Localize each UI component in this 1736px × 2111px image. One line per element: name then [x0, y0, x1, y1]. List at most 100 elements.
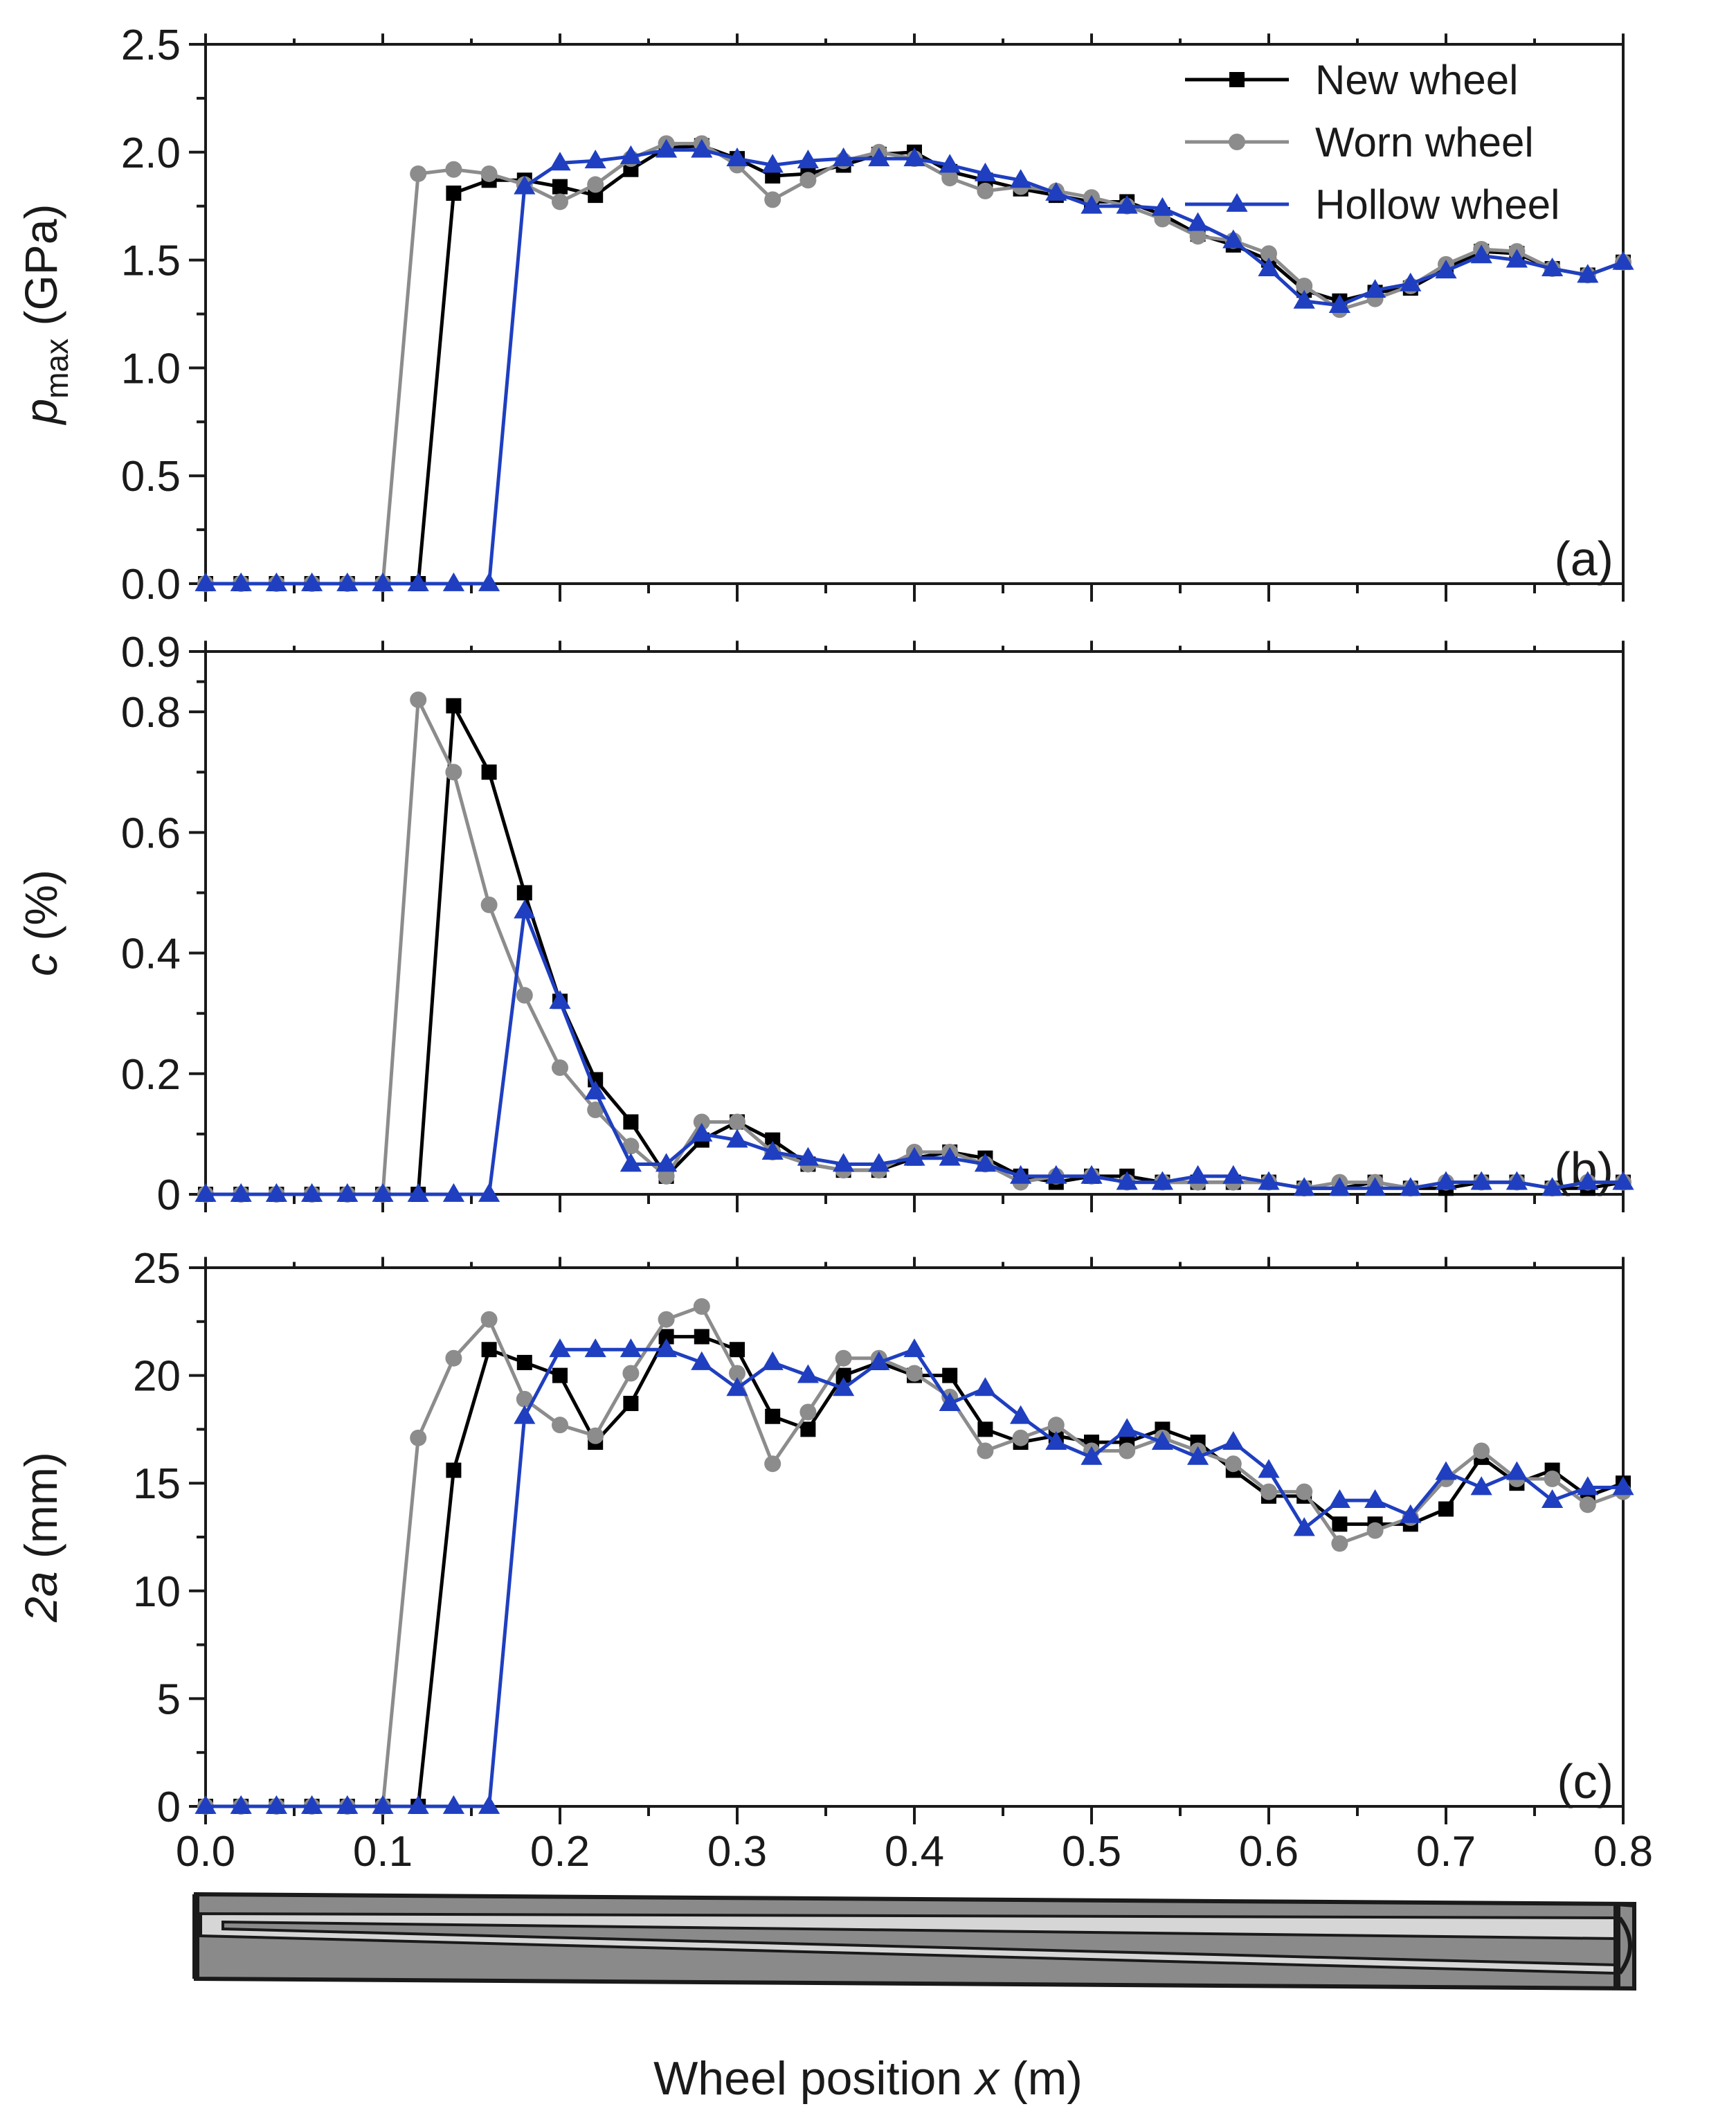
- data-point: [446, 186, 462, 201]
- data-point: [1258, 1459, 1280, 1478]
- data-point: [868, 1351, 890, 1370]
- series-triangle: [195, 138, 1634, 591]
- data-point: [1222, 229, 1245, 249]
- data-point: [942, 1367, 958, 1383]
- y-tick-label: 20: [133, 1353, 181, 1401]
- data-point: [693, 1113, 710, 1131]
- data-point: [977, 182, 994, 199]
- data-point: [584, 1338, 606, 1358]
- data-point: [301, 1183, 323, 1202]
- data-point: [765, 1132, 781, 1148]
- data-point: [1328, 294, 1350, 313]
- data-point: [726, 1377, 748, 1396]
- data-point: [516, 1354, 532, 1370]
- data-point: [903, 147, 925, 167]
- data-point: [694, 1329, 709, 1345]
- data-point: [1579, 1496, 1596, 1513]
- data-point: [761, 1140, 784, 1160]
- data-point: [868, 147, 890, 167]
- data-point: [1577, 1476, 1599, 1495]
- data-point: [833, 147, 855, 167]
- data-point: [265, 572, 287, 591]
- y-tick-label: 10: [133, 1568, 181, 1616]
- y-tick-label: 0.8: [121, 689, 181, 737]
- data-point: [977, 1421, 993, 1437]
- data-point: [691, 1351, 713, 1370]
- data-point: [372, 1183, 394, 1202]
- data-point: [835, 1367, 851, 1383]
- x-tick-label: 0.2: [530, 1828, 590, 1876]
- series-circle: [197, 1298, 1631, 1815]
- wheel-rail-diagram: [192, 1892, 1636, 1991]
- data-point: [301, 572, 323, 591]
- data-point: [480, 165, 498, 182]
- data-point: [658, 1329, 674, 1345]
- data-point: [516, 885, 532, 901]
- data-point: [729, 1113, 745, 1131]
- data-point: [658, 1311, 675, 1328]
- legend-label: Hollow wheel: [1315, 181, 1560, 228]
- data-point: [1577, 264, 1599, 283]
- data-point: [1045, 1165, 1067, 1184]
- data-point: [1047, 1417, 1065, 1434]
- data-point: [410, 691, 427, 708]
- data-point: [480, 896, 498, 913]
- data-point: [410, 165, 427, 182]
- y-tick-label: 2.5: [121, 21, 181, 69]
- data-point: [799, 1403, 817, 1421]
- data-point: [584, 1080, 606, 1099]
- data-point: [1045, 181, 1067, 201]
- data-point: [372, 1795, 394, 1814]
- data-point: [1400, 1177, 1422, 1196]
- series-line: [206, 698, 1623, 1196]
- data-point: [1293, 1517, 1315, 1536]
- legend-marker: [1229, 72, 1245, 87]
- data-point: [797, 1147, 819, 1166]
- data-point: [1116, 1418, 1138, 1437]
- data-point: [903, 1147, 925, 1166]
- data-point: [800, 1421, 816, 1437]
- data-point: [1364, 279, 1386, 298]
- data-point: [1296, 277, 1313, 294]
- data-point: [833, 1377, 855, 1396]
- data-point: [514, 175, 536, 195]
- data-point: [1438, 1501, 1454, 1517]
- data-point: [1506, 249, 1528, 268]
- y-tick-label: 2.0: [121, 129, 181, 177]
- y-tick-label: 1.0: [121, 345, 181, 393]
- y-tick-label: 1.5: [121, 237, 181, 285]
- data-point: [1222, 1430, 1245, 1450]
- data-point: [445, 764, 462, 781]
- x-tick-label: 0.4: [885, 1828, 944, 1876]
- data-point: [442, 1795, 464, 1814]
- data-point: [1116, 195, 1138, 214]
- data-point: [265, 1795, 287, 1814]
- data-point: [1366, 1522, 1384, 1539]
- y-tick-label: 5: [157, 1676, 181, 1723]
- data-point: [265, 1183, 287, 1202]
- data-point: [1222, 1165, 1245, 1184]
- data-point: [765, 1408, 781, 1424]
- series-circle: [197, 691, 1631, 1203]
- data-point: [480, 1311, 498, 1328]
- data-point: [799, 172, 817, 189]
- data-point: [1293, 1177, 1315, 1196]
- data-point: [195, 572, 217, 591]
- data-point: [726, 147, 748, 167]
- data-point: [481, 1342, 497, 1358]
- data-point: [1151, 1430, 1173, 1450]
- data-point: [622, 1138, 640, 1155]
- x-axis-label: Wheel position x (m): [653, 2052, 1083, 2105]
- data-point: [1435, 260, 1457, 279]
- x-tick-label: 0.5: [1062, 1828, 1121, 1876]
- data-point: [1187, 212, 1209, 231]
- series-triangle: [195, 899, 1634, 1202]
- data-point: [658, 1167, 675, 1185]
- series-line: [206, 703, 1624, 1196]
- data-point: [1506, 1461, 1528, 1480]
- y-tick-label: 0: [157, 1171, 181, 1219]
- data-point: [1332, 1516, 1348, 1532]
- data-point: [1187, 1446, 1209, 1465]
- data-point: [1612, 1171, 1634, 1190]
- data-point: [1577, 1171, 1599, 1190]
